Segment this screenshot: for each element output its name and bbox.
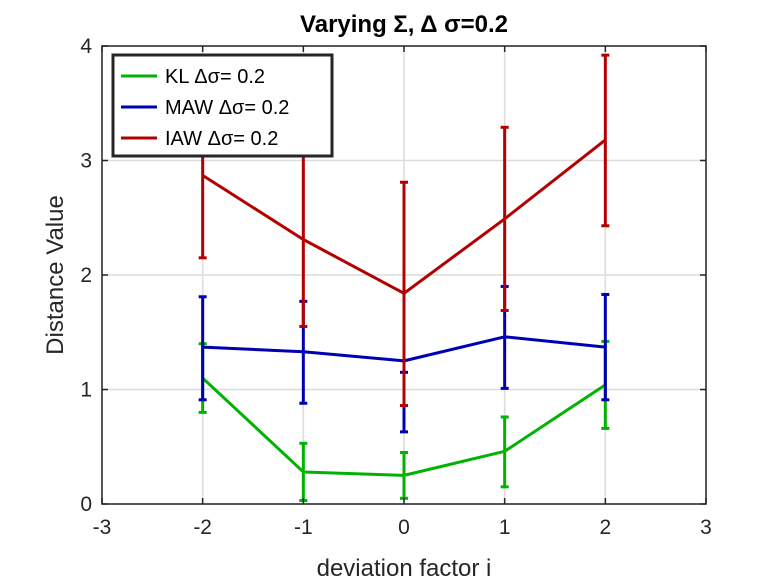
y-tick-label: 3 xyxy=(80,150,92,173)
x-tick-label: 3 xyxy=(700,516,712,539)
x-tick-label: 1 xyxy=(499,516,511,539)
x-tick-label: -2 xyxy=(193,516,212,539)
series-2 xyxy=(198,53,610,408)
x-tick-label: -3 xyxy=(93,516,112,539)
chart-title: Varying Σ, Δ σ=0.2 xyxy=(300,11,508,38)
y-tick-label: 1 xyxy=(80,379,92,402)
series-layer xyxy=(198,53,610,503)
ticks xyxy=(101,45,707,505)
tick-labels: -3 -2 -1 0 1 2 3 0 1 2 3 4 xyxy=(80,35,712,539)
series-0 xyxy=(198,339,610,503)
legend-label: KL Δσ= 0.2 xyxy=(165,66,265,88)
x-tick-label: 2 xyxy=(599,516,611,539)
legend: KL Δσ= 0.2 MAW Δσ= 0.2 IAW Δσ= 0.2 xyxy=(111,53,334,158)
y-tick-label: 4 xyxy=(80,35,92,58)
x-tick-label: 0 xyxy=(398,516,410,539)
x-tick-label: -1 xyxy=(294,516,313,539)
y-tick-label: 2 xyxy=(80,264,92,287)
y-axis-title: Distance Value xyxy=(42,195,69,355)
legend-label: IAW Δσ= 0.2 xyxy=(165,128,278,150)
y-tick-label: 0 xyxy=(80,493,92,516)
legend-label: MAW Δσ= 0.2 xyxy=(165,97,289,119)
x-axis-title: deviation factor i xyxy=(317,555,492,582)
